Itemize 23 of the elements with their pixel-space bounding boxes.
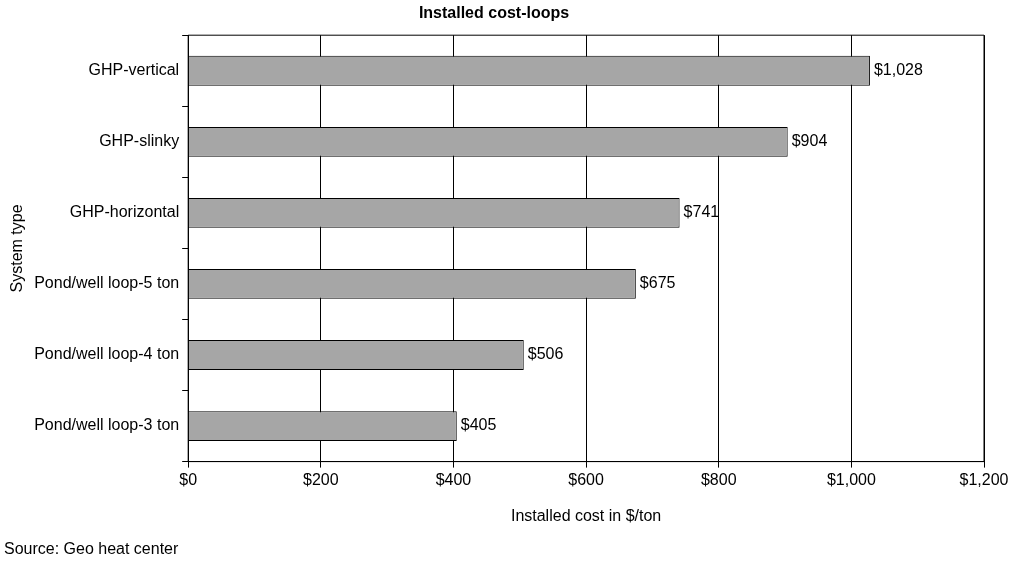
data-label: $675 [639,274,676,292]
x-axis-title: Installed cost in $/ton [510,506,662,524]
y-tick-label: Pond/well loop-5 ton [34,274,180,292]
y-tick-label: GHP-vertical [88,61,180,79]
x-tick-label: $800 [700,470,737,488]
y-tick-label: GHP-horizontal [69,203,180,221]
x-tick-label: $400 [435,470,472,488]
source-note: Source: Geo heat center [4,540,179,558]
data-label: $904 [791,132,828,150]
y-tick-label: Pond/well loop-3 ton [34,416,180,434]
y-axis-title: System type [8,204,26,293]
y-tick-label: GHP-slinky [99,132,180,150]
x-tick-label: $200 [303,470,339,488]
y-tick-label: Pond/well loop-4 ton [34,345,180,363]
chart-title: Installed cost-loops [418,4,570,22]
x-tick-label: $0 [179,470,198,488]
data-label: $405 [460,416,497,434]
x-tick-label: $1,200 [959,470,1009,488]
data-label: $1,028 [873,61,923,79]
data-label: $741 [683,203,720,221]
data-label: $506 [527,345,564,363]
x-tick-label: $1,000 [826,470,876,488]
x-tick-label: $600 [568,470,604,488]
